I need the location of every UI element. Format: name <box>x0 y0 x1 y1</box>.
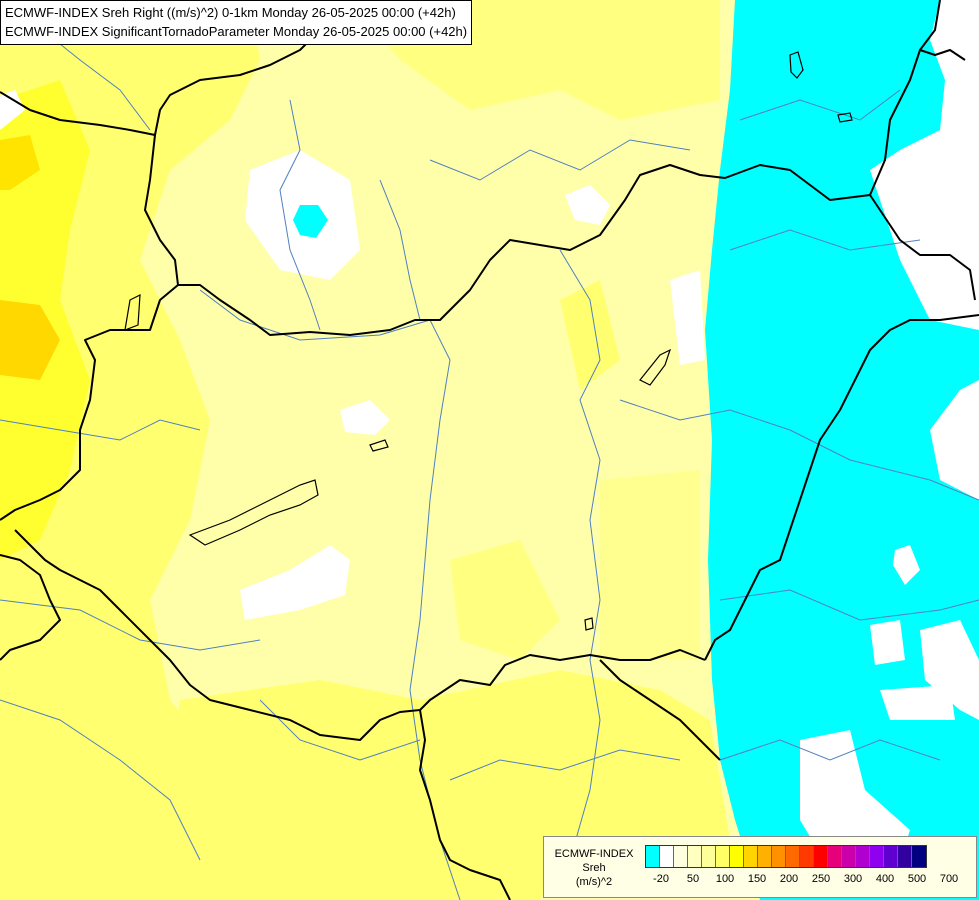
river-tisza <box>559 249 601 861</box>
white-east-6 <box>880 685 955 720</box>
legend-swatch <box>674 846 688 867</box>
legend-swatch <box>786 846 800 867</box>
river-north-1 <box>279 99 321 331</box>
border-east-ukraine <box>869 0 941 196</box>
river-danube <box>199 289 461 900</box>
lake-small-2 <box>639 348 672 386</box>
lake-small-5 <box>837 112 853 123</box>
river-east-4 <box>739 89 901 121</box>
legend-ticks: -20 50 100 150 200 250 300 400 500 700 <box>645 873 975 889</box>
white-east-2 <box>930 380 979 500</box>
east-band-yellow <box>560 280 620 390</box>
river-east-5 <box>719 739 941 761</box>
lakes <box>124 51 853 631</box>
lake-small-4 <box>789 51 804 79</box>
river-north-east <box>429 139 691 181</box>
border-hungary-east <box>869 194 976 301</box>
legend-tick-label: 250 <box>811 873 831 885</box>
legend-swatch <box>758 846 772 867</box>
white-east-3 <box>893 545 920 585</box>
legend-swatch <box>716 846 730 867</box>
legend-swatch <box>744 846 758 867</box>
white-patch-east <box>670 270 705 365</box>
lake-small-3 <box>584 617 594 631</box>
border-west-small <box>0 554 61 661</box>
legend-tick-label: 400 <box>875 873 895 885</box>
legend-swatch <box>898 846 912 867</box>
legend-swatch <box>912 846 926 867</box>
cyan-region <box>705 0 979 900</box>
legend-swatch <box>870 846 884 867</box>
border-serbia-ro <box>599 659 721 761</box>
title-line-1: ECMWF-INDEX Sreh Right ((m/s)^2) 0-1km M… <box>5 5 456 20</box>
white-patch-southwest <box>240 545 350 620</box>
legend-tick-label: 150 <box>747 873 767 885</box>
legend-title-line-2: Sreh <box>582 862 606 874</box>
river-east-1 <box>619 399 979 501</box>
river-west-1 <box>0 419 201 441</box>
east-yellow-strip <box>600 470 700 660</box>
legend-swatch <box>730 846 744 867</box>
border-east-ro <box>704 314 979 661</box>
legend-title-line-3: (m/s)^2 <box>575 876 613 888</box>
legend-title-line-1: ECMWF-INDEX <box>554 848 634 860</box>
rivers <box>0 19 979 900</box>
legend-swatch <box>688 846 702 867</box>
legend-swatch <box>828 846 842 867</box>
legend-swatch <box>800 846 814 867</box>
legend-swatches <box>645 845 927 868</box>
legend-swatch <box>856 846 870 867</box>
cyan-blob-north <box>293 205 328 238</box>
river-south-1 <box>259 699 421 761</box>
border-hungary-south <box>14 529 706 741</box>
white-patch-center <box>340 400 390 435</box>
legend-tick-label: 500 <box>907 873 927 885</box>
title-line-2: ECMWF-INDEX SignificantTornadoParameter … <box>5 24 468 39</box>
white-corner-northwest <box>0 90 25 130</box>
west-gold-small <box>0 135 40 190</box>
border-croatia-serbia <box>419 709 511 900</box>
river-north-2 <box>379 179 421 321</box>
legend-tick-label: 200 <box>779 873 799 885</box>
border-hungary-north <box>178 164 871 336</box>
lake-balaton <box>188 479 319 546</box>
white-east-5 <box>920 620 979 720</box>
legend-swatch <box>660 846 674 867</box>
border-west-north <box>0 134 179 521</box>
legend-swatch <box>842 846 856 867</box>
legend-swatch <box>814 846 828 867</box>
river-east-3 <box>729 229 921 251</box>
lake-small-1 <box>369 439 389 452</box>
border-ne-corner <box>919 49 966 61</box>
white-east-1 <box>870 0 979 330</box>
color-legend: ECMWF-INDEX Sreh (m/s)^2 -20 50 100 150 200 2… <box>543 836 977 898</box>
river-east-2 <box>719 589 979 621</box>
white-patch-north-east <box>565 185 610 225</box>
legend-tick-label: 50 <box>686 873 700 885</box>
lake-small-6 <box>124 293 141 331</box>
legend-swatch <box>884 846 898 867</box>
legend-tick-label: 100 <box>715 873 735 885</box>
legend-tick-label: 300 <box>843 873 863 885</box>
river-south-2 <box>449 749 681 781</box>
legend-title: ECMWF-INDEX Sreh (m/s)^2 <box>548 847 640 889</box>
legend-tick-label: -20 <box>653 873 669 885</box>
legend-swatch <box>702 846 716 867</box>
white-east-7 <box>800 730 910 870</box>
west-gold-patch <box>0 300 60 380</box>
legend-swatch <box>646 846 660 867</box>
legend-tick-label: 700 <box>939 873 959 885</box>
river-southwest <box>0 699 201 861</box>
map-title-box: ECMWF-INDEX Sreh Right ((m/s)^2) 0-1km M… <box>0 0 473 45</box>
central-yellow <box>450 540 560 660</box>
legend-swatch <box>772 846 786 867</box>
white-east-4 <box>870 620 905 665</box>
